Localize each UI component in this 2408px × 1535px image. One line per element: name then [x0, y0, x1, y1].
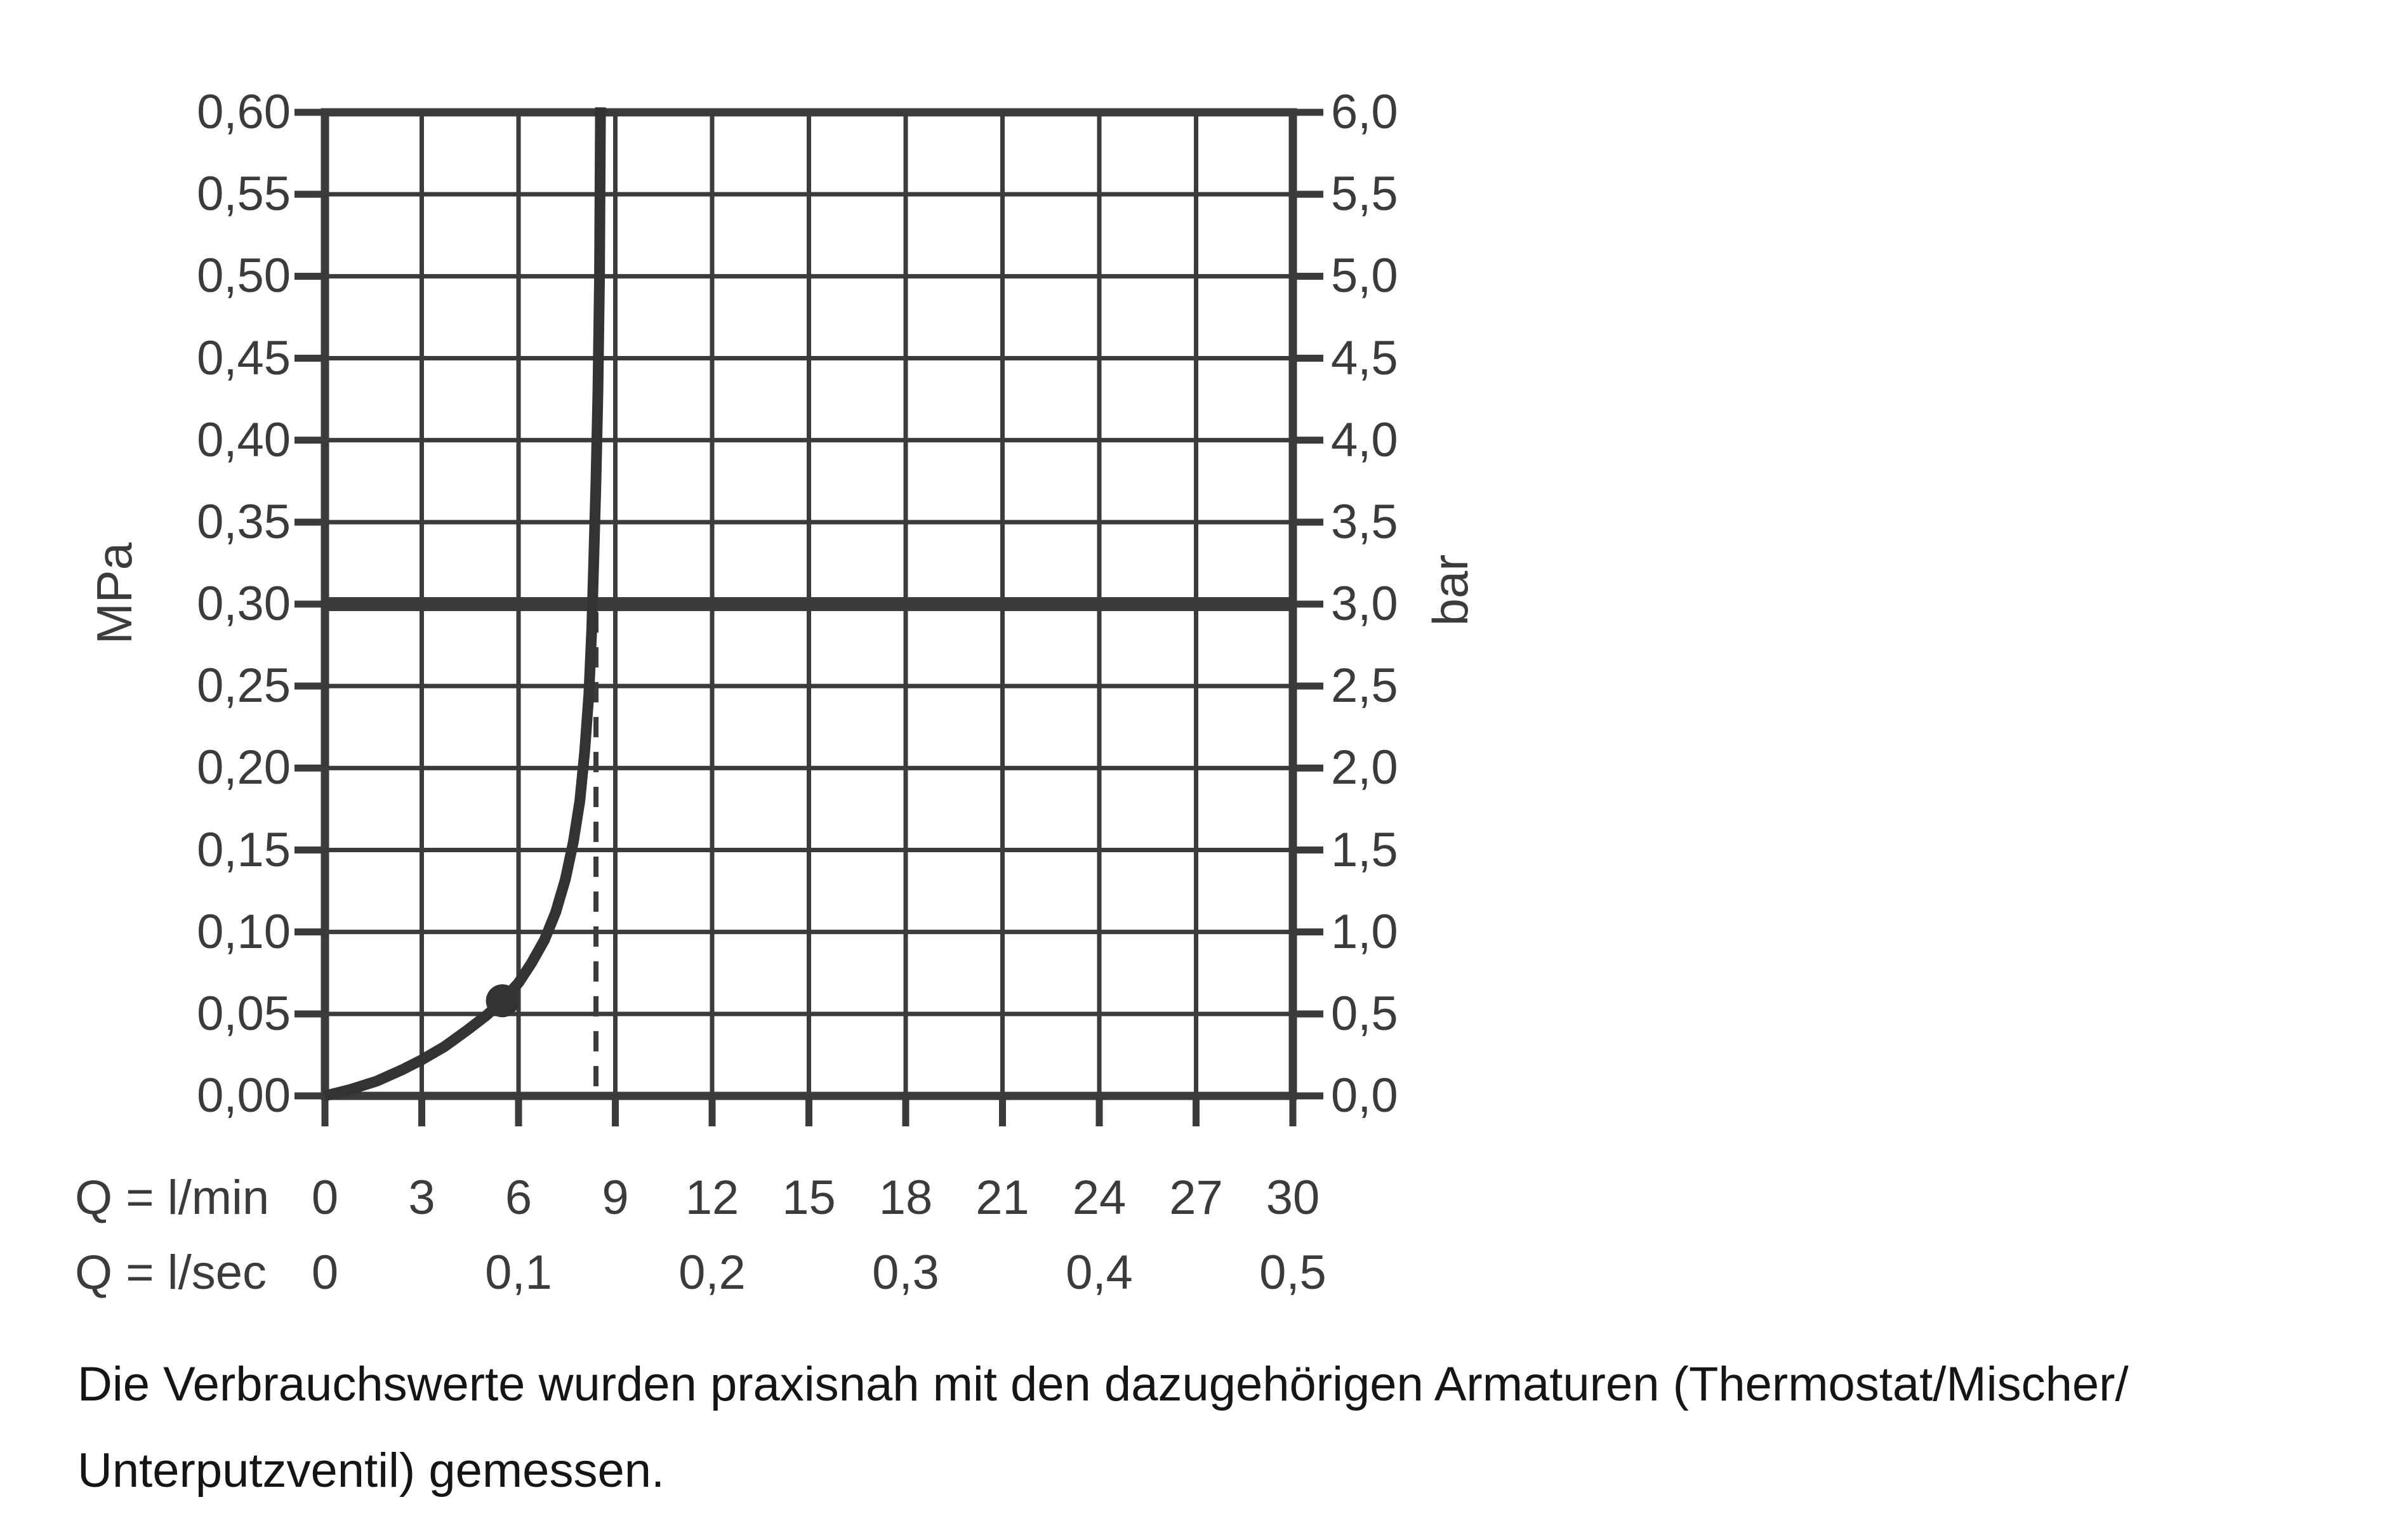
- y-left-tick-label: 0,05: [197, 986, 291, 1041]
- y-left-tick-label: 0,50: [197, 249, 291, 303]
- x-lmin-tick-label: 6: [505, 1171, 533, 1225]
- x-lmin-tick-label: 15: [782, 1171, 836, 1225]
- y-left-tick-label: 0,20: [197, 741, 291, 795]
- x-lmin-tick-label: 24: [1072, 1171, 1127, 1225]
- footnote-line-2: Unterputzventil) gemessen.: [77, 1444, 665, 1498]
- x-lmin-tick-label: 3: [408, 1171, 435, 1225]
- x-lmin-tick-label: 9: [602, 1171, 629, 1225]
- x-lmin-tick-label: 27: [1169, 1171, 1223, 1225]
- y-left-tick-label: 0,00: [197, 1069, 291, 1123]
- y-left-tick-label: 0,30: [197, 577, 291, 631]
- flow-pressure-curve: [323, 107, 606, 1102]
- x-lmin-tick-label: 12: [685, 1171, 739, 1225]
- y-left-tick-label: 0,35: [197, 494, 291, 549]
- footnote-line-1: Die Verbrauchswerte wurden praxisnah mit…: [77, 1357, 2129, 1411]
- y-right-tick-label: 4,5: [1331, 331, 1398, 385]
- y-left-tick-label: 0,55: [197, 167, 291, 221]
- y-right-tick-label: 3,5: [1331, 494, 1398, 549]
- y-left-tick-label: 0,45: [197, 331, 291, 385]
- x-axis-lmin-row-label: Q = l/min: [75, 1171, 270, 1225]
- y-right-tick-label: 0,0: [1331, 1069, 1398, 1123]
- y-left-tick-label: 0,15: [197, 822, 291, 877]
- x-lsec-tick-label: 0,3: [872, 1246, 939, 1300]
- y-right-tick-label: 5,0: [1331, 249, 1398, 303]
- y-right-tick-label: 5,5: [1331, 167, 1398, 221]
- x-axis-lsec-row-label: Q = l/sec: [75, 1246, 267, 1300]
- x-lmin-tick-label: 30: [1266, 1171, 1320, 1225]
- x-lmin-tick-label: 18: [878, 1171, 933, 1225]
- y-right-tick-label: 0,5: [1331, 986, 1398, 1041]
- x-lsec-tick-label: 0,2: [678, 1246, 746, 1300]
- x-lsec-tick-label: 0,5: [1259, 1246, 1326, 1300]
- footnote: Die Verbrauchswerte wurden praxisnah mit…: [77, 1341, 2129, 1514]
- y-right-tick-label: 2,5: [1331, 659, 1398, 713]
- y-left-tick-label: 0,60: [197, 85, 291, 139]
- y-left-tick-label: 0,10: [197, 904, 291, 959]
- x-lsec-tick-label: 0: [311, 1246, 339, 1300]
- x-lmin-tick-label: 0: [311, 1171, 339, 1225]
- operating-point-dot: [486, 984, 519, 1018]
- y-right-tick-label: 2,0: [1331, 741, 1398, 795]
- y-left-tick-label: 0,25: [197, 659, 291, 713]
- y-right-tick-label: 4,0: [1331, 412, 1398, 467]
- x-lsec-tick-label: 0,1: [485, 1246, 552, 1300]
- y-right-tick-label: 1,5: [1331, 822, 1398, 877]
- x-lmin-tick-label: 21: [976, 1171, 1029, 1225]
- y-left-tick-label: 0,40: [197, 412, 291, 467]
- y-right-tick-label: 6,0: [1331, 85, 1398, 139]
- x-lsec-tick-label: 0,4: [1066, 1246, 1133, 1300]
- y-right-tick-label: 3,0: [1331, 577, 1398, 631]
- y-right-tick-label: 1,0: [1331, 904, 1398, 959]
